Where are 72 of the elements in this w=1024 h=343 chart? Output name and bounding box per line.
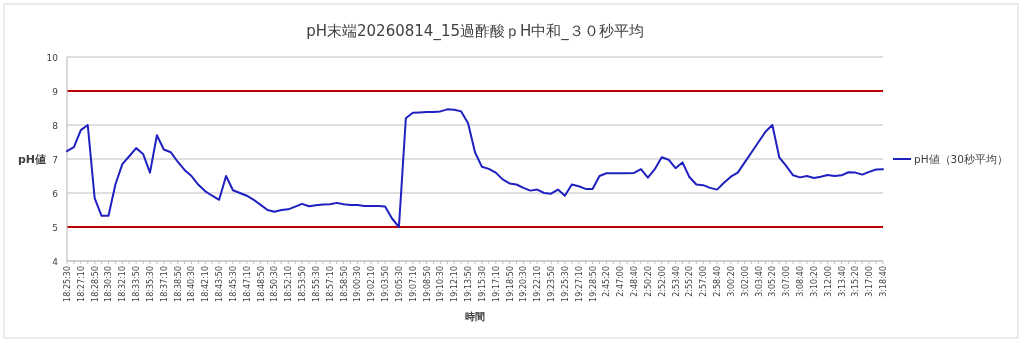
y-axis-title: pH値	[17, 153, 47, 166]
x-tick-label: 19:05:30	[394, 266, 404, 302]
x-tick-label: 2:53:40	[671, 266, 681, 297]
x-tick-label: 2:47:00	[616, 266, 626, 297]
x-tick-label: 18:55:30	[311, 266, 321, 302]
x-tick-label: 18:40:30	[187, 266, 197, 302]
x-tick-label: 2:55:20	[685, 266, 695, 297]
x-tick-label: 18:32:10	[118, 266, 128, 302]
x-tick-label: 18:50:30	[270, 266, 280, 302]
x-tick-label: 19:02:10	[367, 266, 377, 302]
x-tick-label: 18:53:50	[298, 266, 308, 302]
x-tick-label: 18:25:30	[63, 266, 72, 302]
x-tick-label: 2:50:20	[643, 266, 653, 297]
x-tick-label: 18:43:50	[215, 266, 225, 302]
x-tick-label: 3:07:00	[782, 266, 792, 297]
x-tick-label: 19:23:50	[547, 266, 557, 302]
x-tick-label: 18:35:30	[145, 266, 155, 302]
x-tick-label: 18:57:10	[325, 266, 335, 302]
x-tick-label: 19:00:30	[353, 266, 363, 302]
x-tick-label: 18:27:10	[76, 266, 86, 302]
y-tick-label: 7	[52, 154, 58, 165]
x-tick-label: 19:07:10	[408, 266, 418, 302]
x-tick-label: 3:10:20	[809, 266, 819, 297]
legend-label: pH値（30秒平均）	[914, 153, 1008, 165]
y-tick-label: 6	[52, 188, 59, 199]
x-tick-label: 18:28:50	[90, 266, 100, 302]
x-tick-label: 19:17:10	[491, 266, 501, 302]
x-tick-label: 18:52:10	[284, 266, 294, 302]
y-tick-label: 10	[46, 52, 59, 63]
x-tick-label: 3:03:40	[754, 266, 764, 297]
y-tick-label: 8	[52, 120, 59, 131]
x-tick-label: 19:25:30	[560, 266, 570, 302]
x-tick-label: 19:27:10	[574, 266, 584, 302]
y-tick-label: 5	[52, 222, 58, 233]
x-tick-label: 19:10:30	[436, 266, 446, 302]
line-series	[66, 108, 884, 228]
x-tick-label: 2:57:00	[699, 266, 709, 297]
x-tick-label: 18:33:50	[132, 266, 142, 302]
x-tick-label: 19:18:50	[505, 266, 515, 302]
x-tick-label: 19:13:50	[464, 266, 474, 302]
x-tick-label: 2:45:20	[602, 266, 612, 297]
x-tick-label: 18:42:10	[201, 266, 211, 302]
x-tick-label: 18:37:10	[159, 266, 169, 302]
x-tick-label: 3:05:20	[768, 266, 778, 297]
x-axis-title: 時間	[465, 311, 485, 322]
x-tick-label: 2:48:40	[630, 266, 640, 297]
x-tick-label: 2:52:00	[657, 266, 667, 297]
x-tick-label: 3:12:00	[823, 266, 833, 297]
x-tick-label: 19:22:10	[533, 266, 543, 302]
x-tick-label: 3:17:00	[865, 266, 875, 297]
y-tick-label: 9	[52, 86, 59, 97]
chart-title: pH末端20260814_15過酢酸ｐH中和_３０秒平均	[306, 22, 644, 41]
x-tick-label: 2:58:40	[713, 266, 723, 297]
x-tick-label: 19:15:30	[477, 266, 487, 302]
x-tick-label: 3:08:40	[796, 266, 806, 297]
x-tick-label: 19:12:10	[450, 266, 460, 302]
x-tick-label: 3:00:20	[726, 266, 736, 297]
x-tick-label: 3:18:40	[879, 266, 888, 297]
x-tick-label: 19:08:50	[422, 266, 432, 302]
x-tick-label: 18:47:10	[242, 266, 252, 302]
x-tick-label: 18:30:30	[104, 266, 114, 302]
x-tick-label: 19:20:30	[519, 266, 529, 302]
y-tick-label: 4	[52, 256, 59, 267]
x-tick-label: 3:02:00	[740, 266, 750, 297]
x-tick-label: 18:58:50	[339, 266, 349, 302]
x-tick-label: 19:03:50	[381, 266, 391, 302]
x-tick-label: 3:13:40	[837, 266, 847, 297]
x-tick-label: 3:15:20	[851, 266, 861, 297]
x-tick-label: 18:48:50	[256, 266, 266, 302]
x-tick-label: 18:38:50	[173, 266, 183, 302]
x-tick-label: 19:28:50	[588, 266, 598, 302]
x-tick-label: 18:45:30	[228, 266, 238, 302]
